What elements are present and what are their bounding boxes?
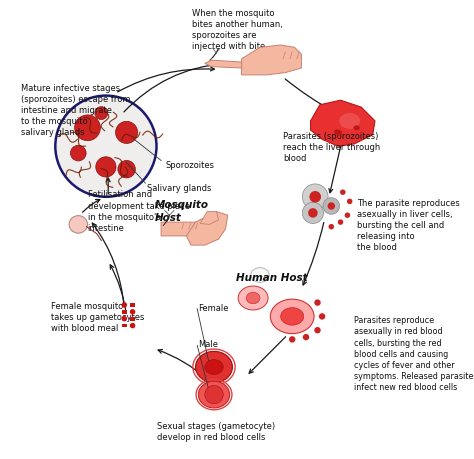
Circle shape: [319, 313, 325, 320]
Circle shape: [314, 300, 321, 306]
Ellipse shape: [334, 130, 342, 136]
Circle shape: [338, 220, 343, 225]
Polygon shape: [186, 212, 228, 246]
Polygon shape: [242, 46, 301, 76]
Polygon shape: [205, 61, 242, 69]
Bar: [130, 317, 135, 321]
Circle shape: [130, 309, 136, 315]
Ellipse shape: [354, 126, 360, 131]
Ellipse shape: [251, 268, 269, 283]
Circle shape: [121, 302, 127, 308]
Text: Female: Female: [198, 303, 228, 312]
Circle shape: [116, 122, 137, 144]
Ellipse shape: [196, 352, 232, 383]
Circle shape: [340, 190, 346, 196]
Polygon shape: [200, 212, 219, 225]
Ellipse shape: [246, 293, 260, 304]
Circle shape: [303, 334, 309, 341]
Circle shape: [118, 161, 136, 179]
Circle shape: [74, 116, 100, 141]
Circle shape: [130, 323, 136, 329]
Ellipse shape: [205, 360, 223, 375]
Text: Parasites reproduce
asexually in red blood
cells, bursting the red
blood cells a: Parasites reproduce asexually in red blo…: [354, 316, 474, 391]
Circle shape: [314, 327, 321, 334]
Text: Parasites (sporozoites)
reach the liver through
blood: Parasites (sporozoites) reach the liver …: [283, 131, 380, 162]
Text: Mosquito
Host: Mosquito Host: [155, 200, 209, 222]
Ellipse shape: [270, 299, 314, 334]
Circle shape: [328, 203, 335, 210]
Circle shape: [71, 146, 86, 162]
Text: The parasite reproduces
asexually in liver cells,
bursting the cell and
releasin: The parasite reproduces asexually in liv…: [356, 198, 459, 252]
Text: Female mosquito
takes up gametocytes
with blood meal: Female mosquito takes up gametocytes wit…: [51, 301, 144, 332]
Text: Mature infective stages
(sporozoites) escape from
intestine and migrate
to the m: Mature infective stages (sporozoites) es…: [21, 84, 130, 137]
Circle shape: [205, 386, 223, 404]
Ellipse shape: [69, 216, 88, 234]
Bar: [130, 303, 135, 307]
Text: When the mosquito
bites another human,
sporozoites are
injected with bite: When the mosquito bites another human, s…: [191, 9, 283, 51]
Circle shape: [55, 96, 156, 197]
Text: Sexual stages (gametocyte)
develop in red blood cells: Sexual stages (gametocyte) develop in re…: [157, 421, 275, 442]
Circle shape: [96, 157, 116, 178]
Circle shape: [289, 336, 295, 343]
Bar: [122, 324, 127, 328]
Circle shape: [302, 185, 328, 210]
Circle shape: [347, 199, 353, 205]
Text: Human Host: Human Host: [236, 273, 307, 283]
Polygon shape: [161, 223, 207, 236]
Ellipse shape: [198, 381, 229, 408]
Ellipse shape: [281, 308, 304, 325]
Circle shape: [95, 107, 108, 120]
Circle shape: [345, 213, 350, 218]
Circle shape: [310, 191, 321, 203]
Text: Male: Male: [198, 340, 218, 349]
Circle shape: [323, 198, 339, 215]
Bar: [122, 310, 127, 314]
Polygon shape: [310, 101, 375, 147]
Circle shape: [328, 224, 334, 230]
Text: Salivary glands: Salivary glands: [147, 184, 212, 193]
Ellipse shape: [339, 113, 360, 129]
Ellipse shape: [238, 286, 268, 310]
Circle shape: [121, 316, 127, 322]
Text: Fetilisation and
development take place
in the mosquito's
intestine: Fetilisation and development take place …: [88, 190, 190, 232]
Text: Sporozoites: Sporozoites: [166, 161, 215, 170]
Circle shape: [308, 209, 318, 218]
Circle shape: [302, 203, 323, 224]
